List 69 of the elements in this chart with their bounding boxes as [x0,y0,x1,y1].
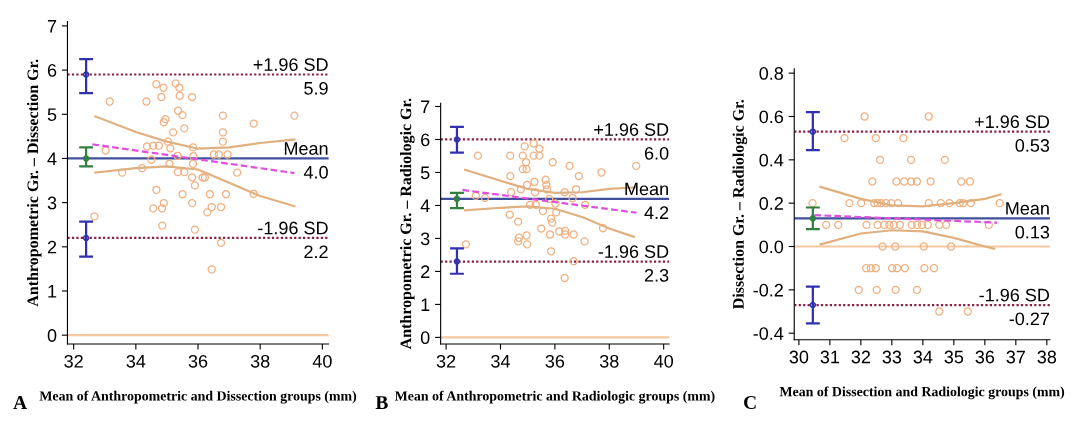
ref-line-label: -1.96 SD [598,245,669,258]
ref-line-label: -1.96 SD [258,221,328,235]
y-tick-label: 6 [421,133,430,147]
y-tick-label: -0.2 [753,283,783,297]
x-tick-label: 32 [64,354,83,368]
y-tick-label: 6 [47,64,57,77]
x-tick-label: 34 [491,354,510,368]
x-tick-label: 40 [312,354,332,368]
text: A [13,396,27,409]
ref-line-label: -1.96 SD [979,288,1050,302]
y-axis-title: Dissection Gr. – Radiologic Gr. [732,99,748,309]
ref-line-label: +1.96 SD [253,58,328,71]
y-tick-label: 0.6 [759,110,784,124]
annotation: 0.53 [1015,139,1050,152]
x-tick-label: 38 [599,354,619,368]
y-tick-label: 4 [47,152,57,165]
y-tick-label: 0 [47,329,57,342]
y-tick-label: 1 [48,285,57,298]
x-tick-label: 38 [250,354,270,368]
y-tick-label: 0.0 [759,240,784,254]
text: C [744,396,756,410]
y-tick-label: -0.4 [753,327,784,340]
annotation: 4.2 [644,206,669,219]
y-tick-label: 7 [421,100,430,114]
text: B [375,396,388,409]
y-tick-label: 1 [421,298,430,311]
x-tick-label: 34 [126,354,146,368]
x-tick-label: 31 [820,350,840,364]
ref-line-label: Mean [625,182,668,196]
y-tick-label: 2 [421,265,430,278]
y-axis-title: Anthropometric Gr. – Dissection Gr. [26,59,42,307]
x-tick-label: 38 [1037,350,1057,364]
annotation: -0.27 [1009,312,1050,326]
x-tick-label: 32 [436,354,456,368]
annotation: 5.9 [304,81,328,95]
y-tick-label: 5 [47,108,57,121]
y-tick-label: 2 [47,240,57,254]
y-tick-label: 5 [420,166,430,180]
y-tick-label: 4 [420,199,430,212]
y-tick-label: 0.8 [759,67,784,80]
x-tick-label: 33 [882,350,902,364]
y-tick-label: 0 [420,331,430,345]
x-tick-label: 36 [188,354,208,368]
x-axis-title: Mean of Anthropometric and Radiologic groups (mm) [394,390,715,404]
ref-line-label: +1.96 SD [975,115,1050,129]
x-tick-label: 30 [789,350,809,364]
y-tick-label: 0.2 [759,197,783,210]
x-tick-label: 40 [654,354,674,368]
annotation: 2.3 [644,268,669,282]
annotation: 0.13 [1015,225,1050,239]
annotation: 4.0 [303,165,328,179]
y-tick-label: 3 [420,232,430,246]
ref-line-label: +1.96 SD [594,123,669,136]
x-axis-title: Mean of Dissection and Radiologic groups (mm) [779,386,1065,400]
ref-line-label: Mean [284,142,328,155]
y-axis-title: Anthropometric Gr. – Radiologic Gr. [400,98,415,350]
annotation: 6.0 [644,146,669,160]
y-tick-label: 3 [47,196,57,210]
y-tick-label: 7 [47,20,57,33]
x-tick-label: 36 [975,350,995,364]
x-tick-label: 32 [851,350,871,364]
x-tick-label: 37 [1006,350,1025,364]
x-tick-label: 35 [944,350,964,364]
annotation: 2.2 [304,245,328,258]
x-tick-label: 36 [545,354,565,368]
y-tick-label: 0.4 [759,153,784,167]
x-tick-label: 34 [913,350,933,364]
ref-line-label: Mean [1006,202,1049,215]
x-axis-title: Mean of Anthropometric and Dissection groups (mm) [39,390,357,404]
